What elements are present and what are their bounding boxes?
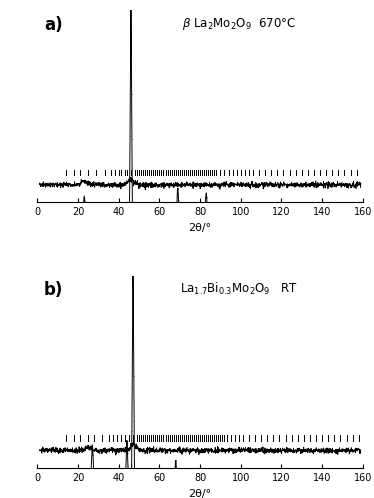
Text: $\beta$ La$_2$Mo$_2$O$_9$  670°C: $\beta$ La$_2$Mo$_2$O$_9$ 670°C bbox=[182, 16, 296, 32]
Text: La$_{1.7}$Bi$_{0.3}$Mo$_2$O$_9$   RT: La$_{1.7}$Bi$_{0.3}$Mo$_2$O$_9$ RT bbox=[180, 281, 298, 297]
X-axis label: 2θ/°: 2θ/° bbox=[188, 223, 212, 233]
Text: b): b) bbox=[44, 281, 63, 299]
X-axis label: 2θ/°: 2θ/° bbox=[188, 489, 212, 498]
Text: a): a) bbox=[44, 16, 62, 34]
